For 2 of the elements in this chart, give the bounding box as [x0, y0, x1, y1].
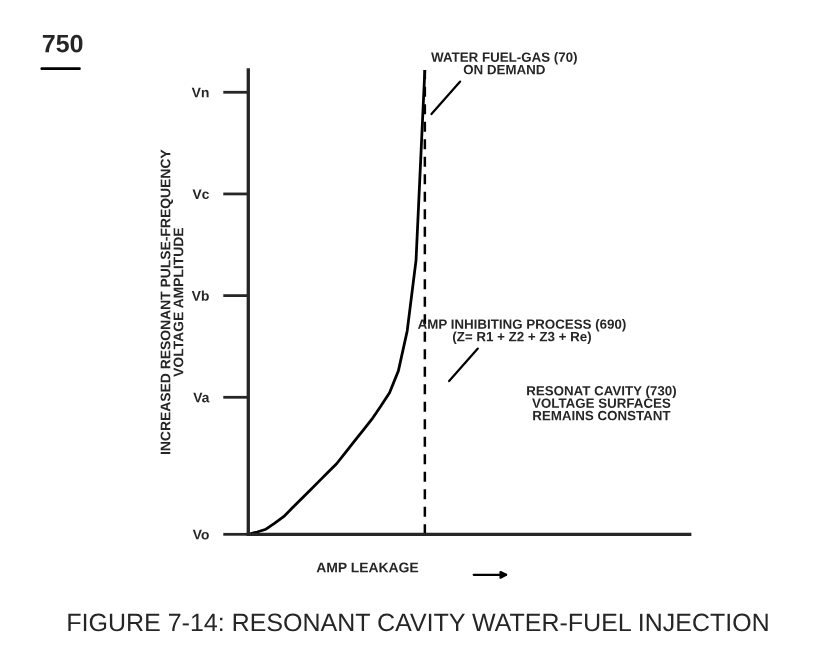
- text: FIGURE 7-14: RESONANT CAVITY WATER-FUEL INJECTION: [68, 613, 768, 632]
- text: 750: [42, 34, 83, 53]
